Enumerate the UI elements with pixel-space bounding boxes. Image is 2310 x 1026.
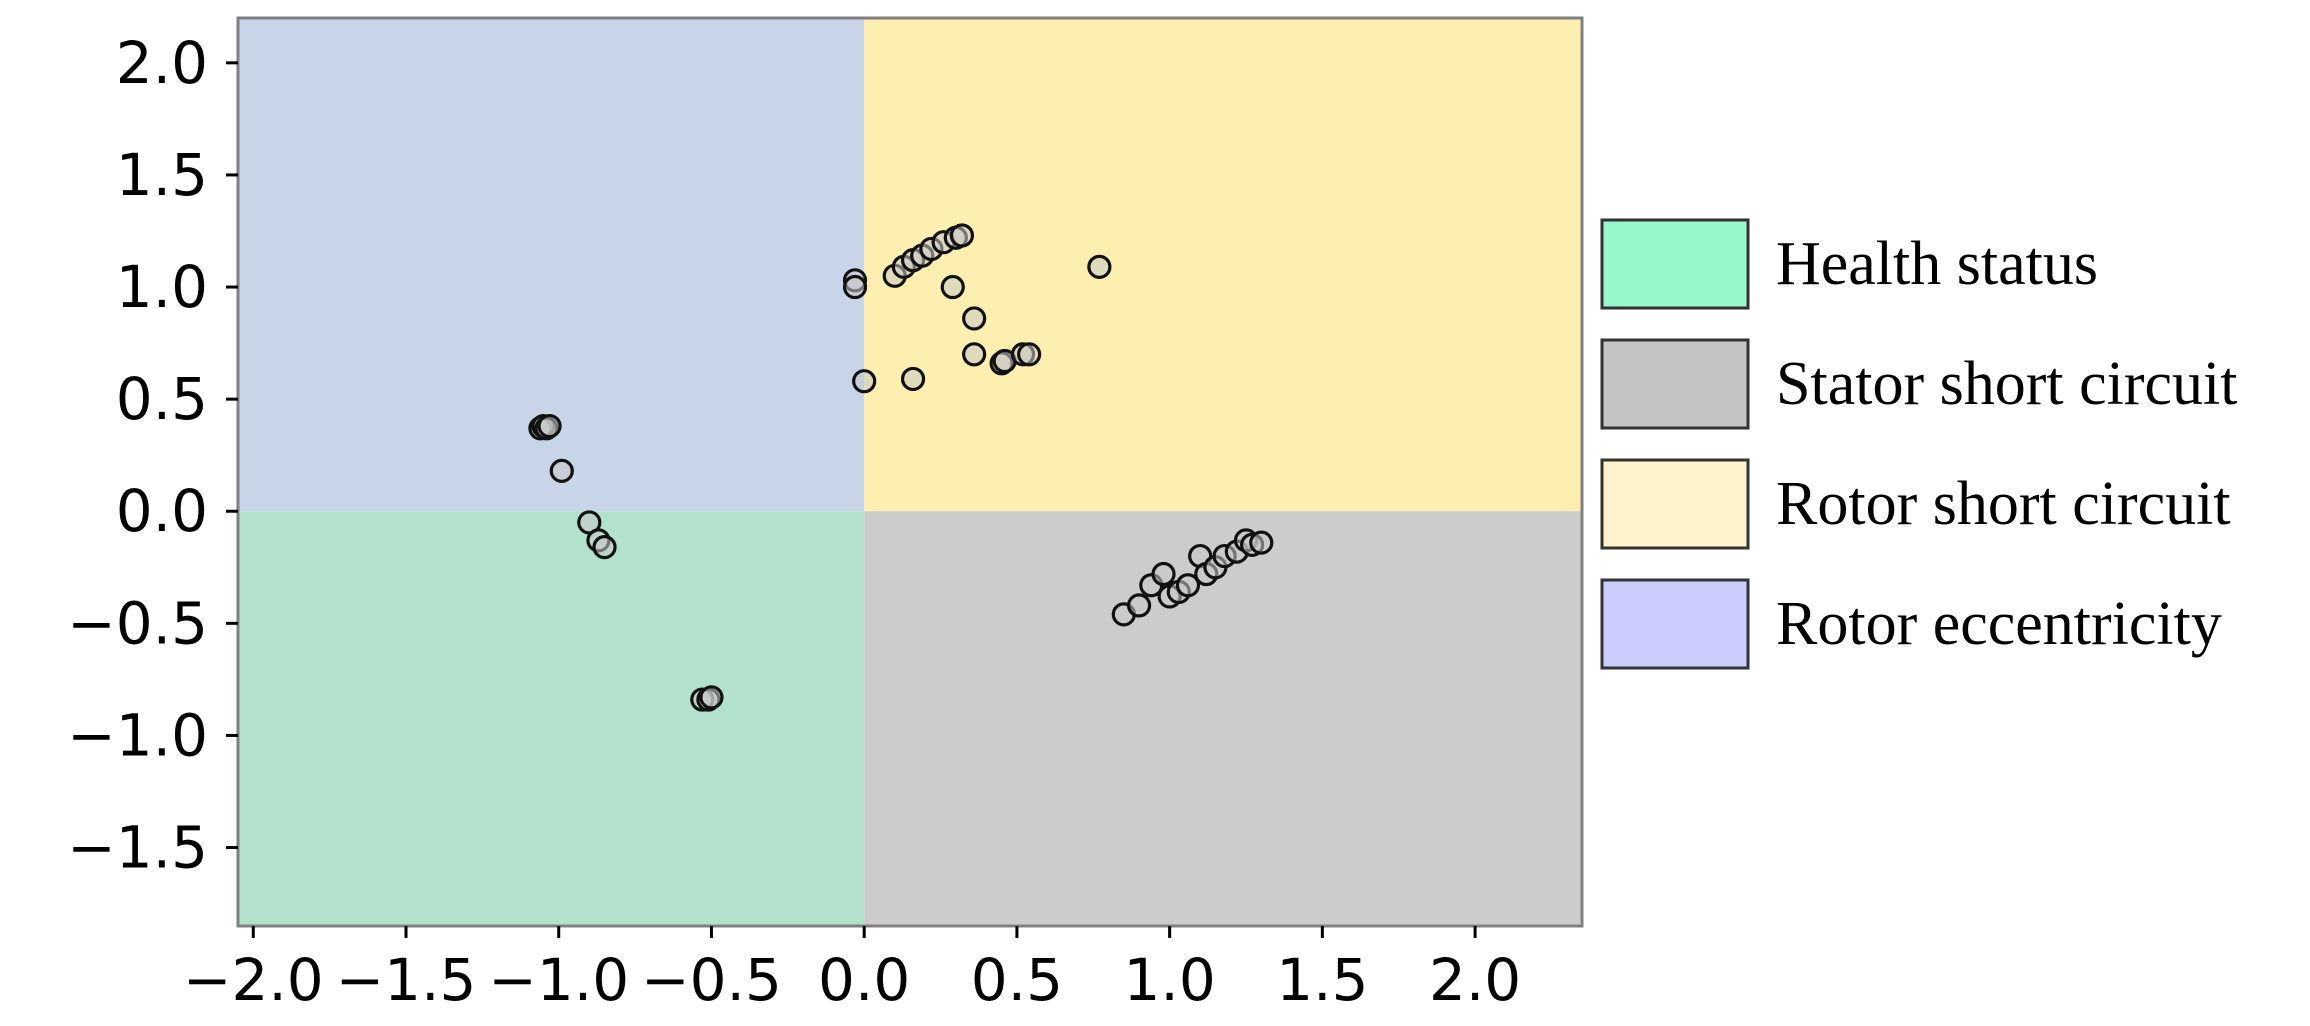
region-rotor-short-circuit [864,18,1582,512]
x-tick-label: −1.0 [488,946,629,1014]
decision-regions [238,18,1582,926]
data-point [1151,561,1176,587]
legend-label: Stator short circuit [1776,350,2237,418]
legend-swatch [1600,218,1750,310]
data-point [1126,593,1152,618]
data-point [1017,342,1042,367]
y-tick-label: 1.5 [116,141,208,209]
region-stator-short-circuit [864,511,1582,926]
data-point [962,342,987,367]
data-point [592,535,617,560]
y-tick-label: 0.0 [116,477,208,545]
x-axis: −2.0 −1.5 −1.0 −0.5 0.0 0.5 1.0 1.5 2.0 [183,926,1521,1014]
data-point [842,274,868,300]
y-tick-label: 1.0 [116,253,208,321]
region-health-status [238,511,865,926]
data-point [537,413,562,439]
data-point [1087,254,1112,279]
y-tick-label: 2.0 [116,29,208,97]
y-tick-label: −1.0 [67,701,208,769]
x-tick-label: 1.5 [1276,946,1368,1014]
legend-label: Health status [1776,230,2098,298]
legend-swatch [1600,338,1750,430]
y-axis: 2.0 1.5 1.0 0.5 0.0 −0.5 −1.0 −1.5 [67,29,238,882]
data-points [528,223,1274,712]
x-tick-label: −1.5 [336,946,477,1014]
data-point [699,685,724,710]
y-tick-label: 0.5 [116,365,208,433]
data-point [962,306,987,331]
data-point [852,369,877,394]
legend: Health status Stator short circuit Rotor s… [1600,218,2237,670]
legend-swatch [1600,458,1750,550]
x-tick-label: 2.0 [1429,946,1521,1014]
plot-frame [236,16,1584,928]
legend-label: Rotor short circuit [1776,470,2231,538]
data-point [900,366,926,392]
x-tick-label: −0.5 [641,946,782,1014]
x-tick-label: 0.5 [971,946,1063,1014]
data-point [940,274,965,300]
data-point [1175,573,1201,598]
x-tick-label: 1.0 [1124,946,1216,1014]
data-point [949,223,975,248]
data-point [549,458,574,483]
y-tick-label: −0.5 [67,589,208,657]
x-tick-label: −2.0 [183,946,324,1014]
y-tick-label: −1.5 [67,814,208,882]
legend-swatch [1600,578,1750,670]
legend-label: Rotor eccentricity [1776,590,2222,658]
data-point [1249,530,1274,555]
x-tick-label: 0.0 [818,946,910,1014]
